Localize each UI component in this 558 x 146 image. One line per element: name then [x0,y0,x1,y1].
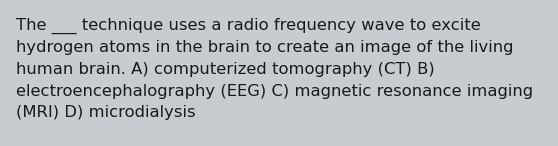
Text: The ___ technique uses a radio frequency wave to excite
hydrogen atoms in the br: The ___ technique uses a radio frequency… [16,18,533,120]
